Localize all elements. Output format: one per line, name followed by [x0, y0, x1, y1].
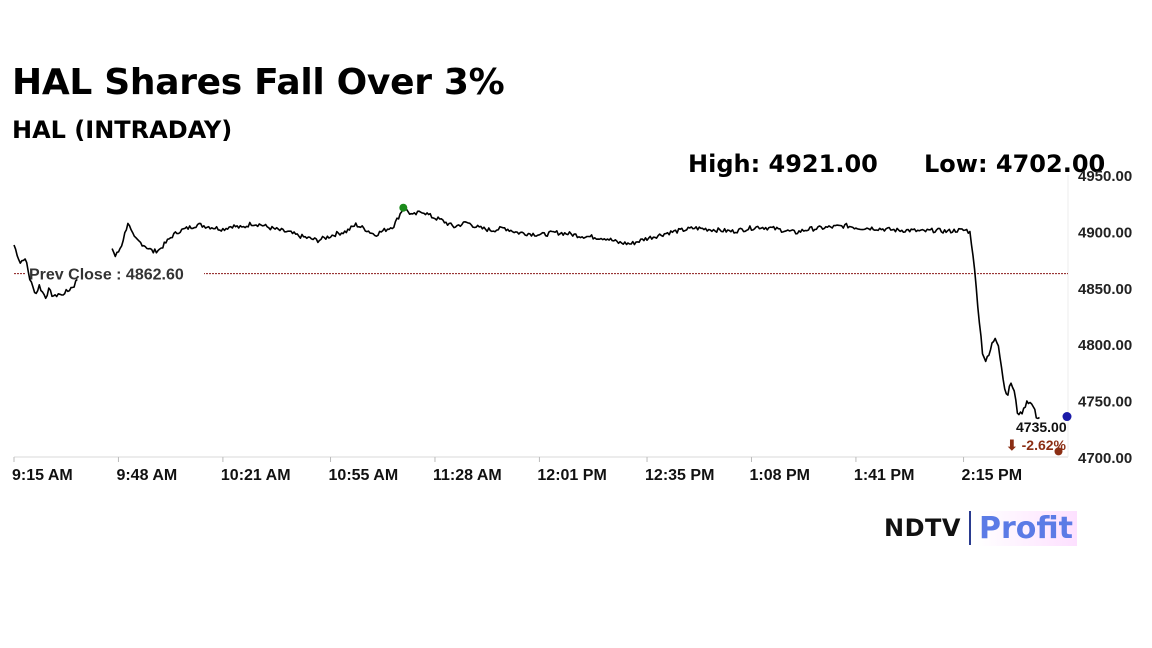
low-marker — [1054, 447, 1063, 456]
y-tick-label: 4700.00 — [1078, 450, 1132, 467]
x-tick-label: 1:08 PM — [749, 467, 809, 484]
logo-ndtv-text: NDTV — [884, 514, 961, 542]
y-tick-label: 4750.00 — [1078, 394, 1132, 411]
x-tick-label: 12:01 PM — [537, 467, 606, 484]
x-tick-label: 12:35 PM — [645, 467, 714, 484]
logo-profit-text: Profit — [976, 510, 1077, 546]
x-tick-label: 10:21 AM — [221, 467, 291, 484]
y-tick-label: 4950.00 — [1078, 168, 1132, 185]
prev-close-label-bg — [26, 264, 204, 283]
x-tick-label: 9:48 AM — [116, 467, 177, 484]
ndtv-profit-logo: NDTV Profit — [884, 510, 1077, 546]
x-tick-label: 10:55 AM — [329, 467, 399, 484]
high-marker — [399, 203, 408, 212]
price-line — [13, 207, 1040, 420]
chart-subtitle: HAL (INTRADAY) — [12, 116, 233, 144]
y-tick-label: 4850.00 — [1078, 281, 1132, 298]
high-label: High: 4921.00 — [688, 150, 878, 178]
x-tick-label: 1:41 PM — [854, 467, 914, 484]
last-price-marker — [1062, 412, 1072, 422]
y-tick-label: 4800.00 — [1078, 337, 1132, 354]
logo-divider — [968, 511, 971, 545]
last-price-label: 4735.00 — [1016, 419, 1067, 435]
prev-close-label: Prev Close : 4862.60 — [29, 267, 184, 284]
y-tick-label: 4900.00 — [1078, 224, 1132, 241]
chart-title: HAL Shares Fall Over 3% — [12, 62, 505, 103]
x-tick-label: 11:28 AM — [433, 467, 502, 484]
low-label: Low: 4702.00 — [924, 150, 1106, 178]
x-tick-label: 9:15 AM — [12, 467, 73, 484]
change-label: ⬇ -2.62% — [1006, 437, 1067, 453]
x-tick-label: 2:15 PM — [962, 467, 1022, 484]
